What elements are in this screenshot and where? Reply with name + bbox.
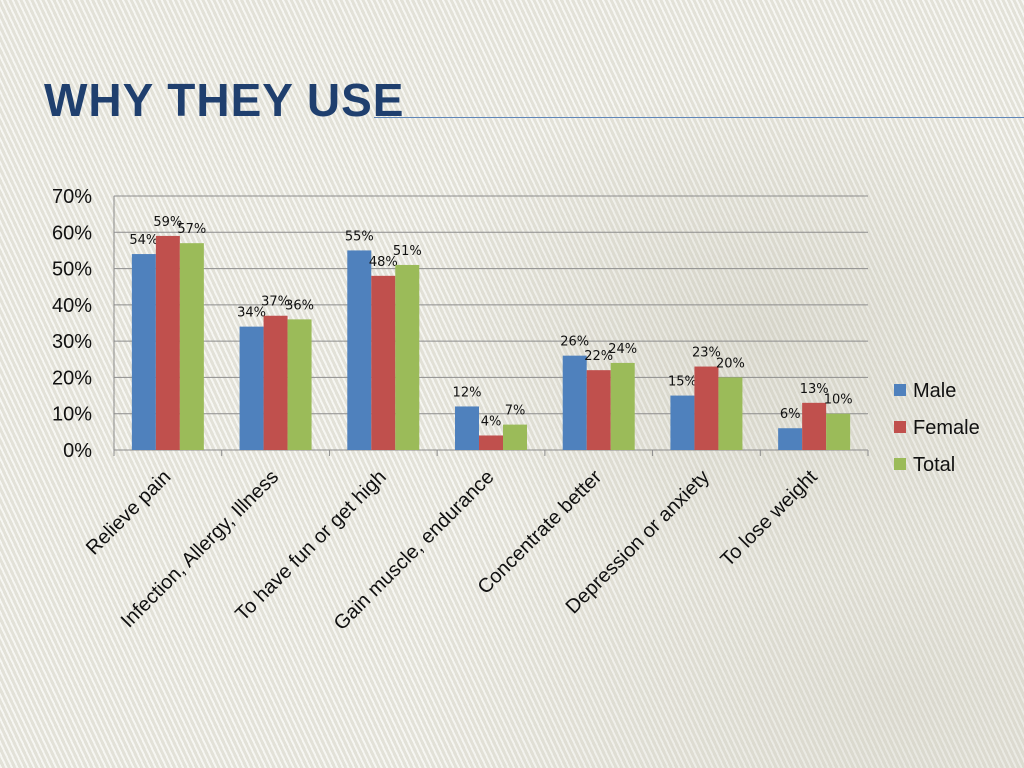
bar-female [371, 275, 396, 450]
title-underline [374, 117, 1024, 118]
bar-female [479, 435, 503, 450]
legend-swatch-total [894, 458, 906, 470]
data-label: 36% [285, 298, 314, 313]
data-label: 55% [345, 229, 374, 244]
bar-male [239, 326, 264, 450]
legend-label: Female [913, 417, 980, 439]
y-tick-label: 70% [52, 186, 92, 208]
bar-total [179, 243, 204, 450]
data-label: 59% [153, 215, 182, 230]
data-label: 48% [369, 255, 398, 270]
bar-total [610, 362, 635, 450]
bar-female [155, 235, 180, 450]
data-label: 12% [453, 385, 482, 400]
y-tick-label: 30% [52, 331, 92, 353]
x-category-label: Relieve pain [82, 466, 175, 559]
y-tick-label: 10% [52, 404, 92, 426]
data-label: 23% [692, 346, 721, 361]
bar-female [586, 370, 611, 450]
legend-swatch-female [894, 421, 906, 433]
data-label: 54% [129, 233, 158, 248]
y-tick-label: 40% [52, 295, 92, 317]
bar-female [263, 315, 288, 450]
bar-male [455, 406, 479, 450]
data-label: 57% [177, 222, 206, 237]
x-category-label: To lose weight [716, 466, 821, 571]
bar-male [562, 355, 587, 450]
bar-male [670, 395, 695, 450]
bar-female [694, 366, 719, 450]
y-tick-label: 0% [63, 440, 92, 462]
data-label: 34% [237, 306, 266, 321]
slide-title: WHY THEY USE [44, 74, 405, 126]
bar-female [802, 402, 827, 450]
data-label: 26% [560, 335, 589, 350]
y-tick-label: 20% [52, 367, 92, 389]
data-label: 13% [800, 382, 829, 397]
bar-total [287, 319, 312, 450]
bar-total [826, 413, 851, 450]
data-label: 24% [608, 342, 637, 357]
bar-total [718, 377, 743, 450]
data-label: 37% [261, 295, 290, 310]
legend-label: Total [913, 454, 955, 476]
data-label: 20% [716, 356, 745, 371]
data-label: 6% [780, 407, 801, 422]
data-label: 51% [393, 244, 422, 259]
data-label: 22% [584, 349, 613, 364]
y-tick-label: 60% [52, 222, 92, 244]
bar-male [347, 250, 372, 450]
data-label: 7% [505, 404, 526, 419]
bar-male [778, 428, 803, 450]
bar-male [131, 254, 156, 450]
bar-total [503, 424, 527, 450]
bar-total [395, 264, 420, 450]
data-label: 10% [824, 393, 853, 408]
data-label: 15% [668, 375, 697, 390]
data-label: 4% [481, 414, 502, 429]
legend-swatch-male [894, 384, 906, 396]
y-tick-label: 50% [52, 259, 92, 281]
legend-label: Male [913, 380, 956, 402]
